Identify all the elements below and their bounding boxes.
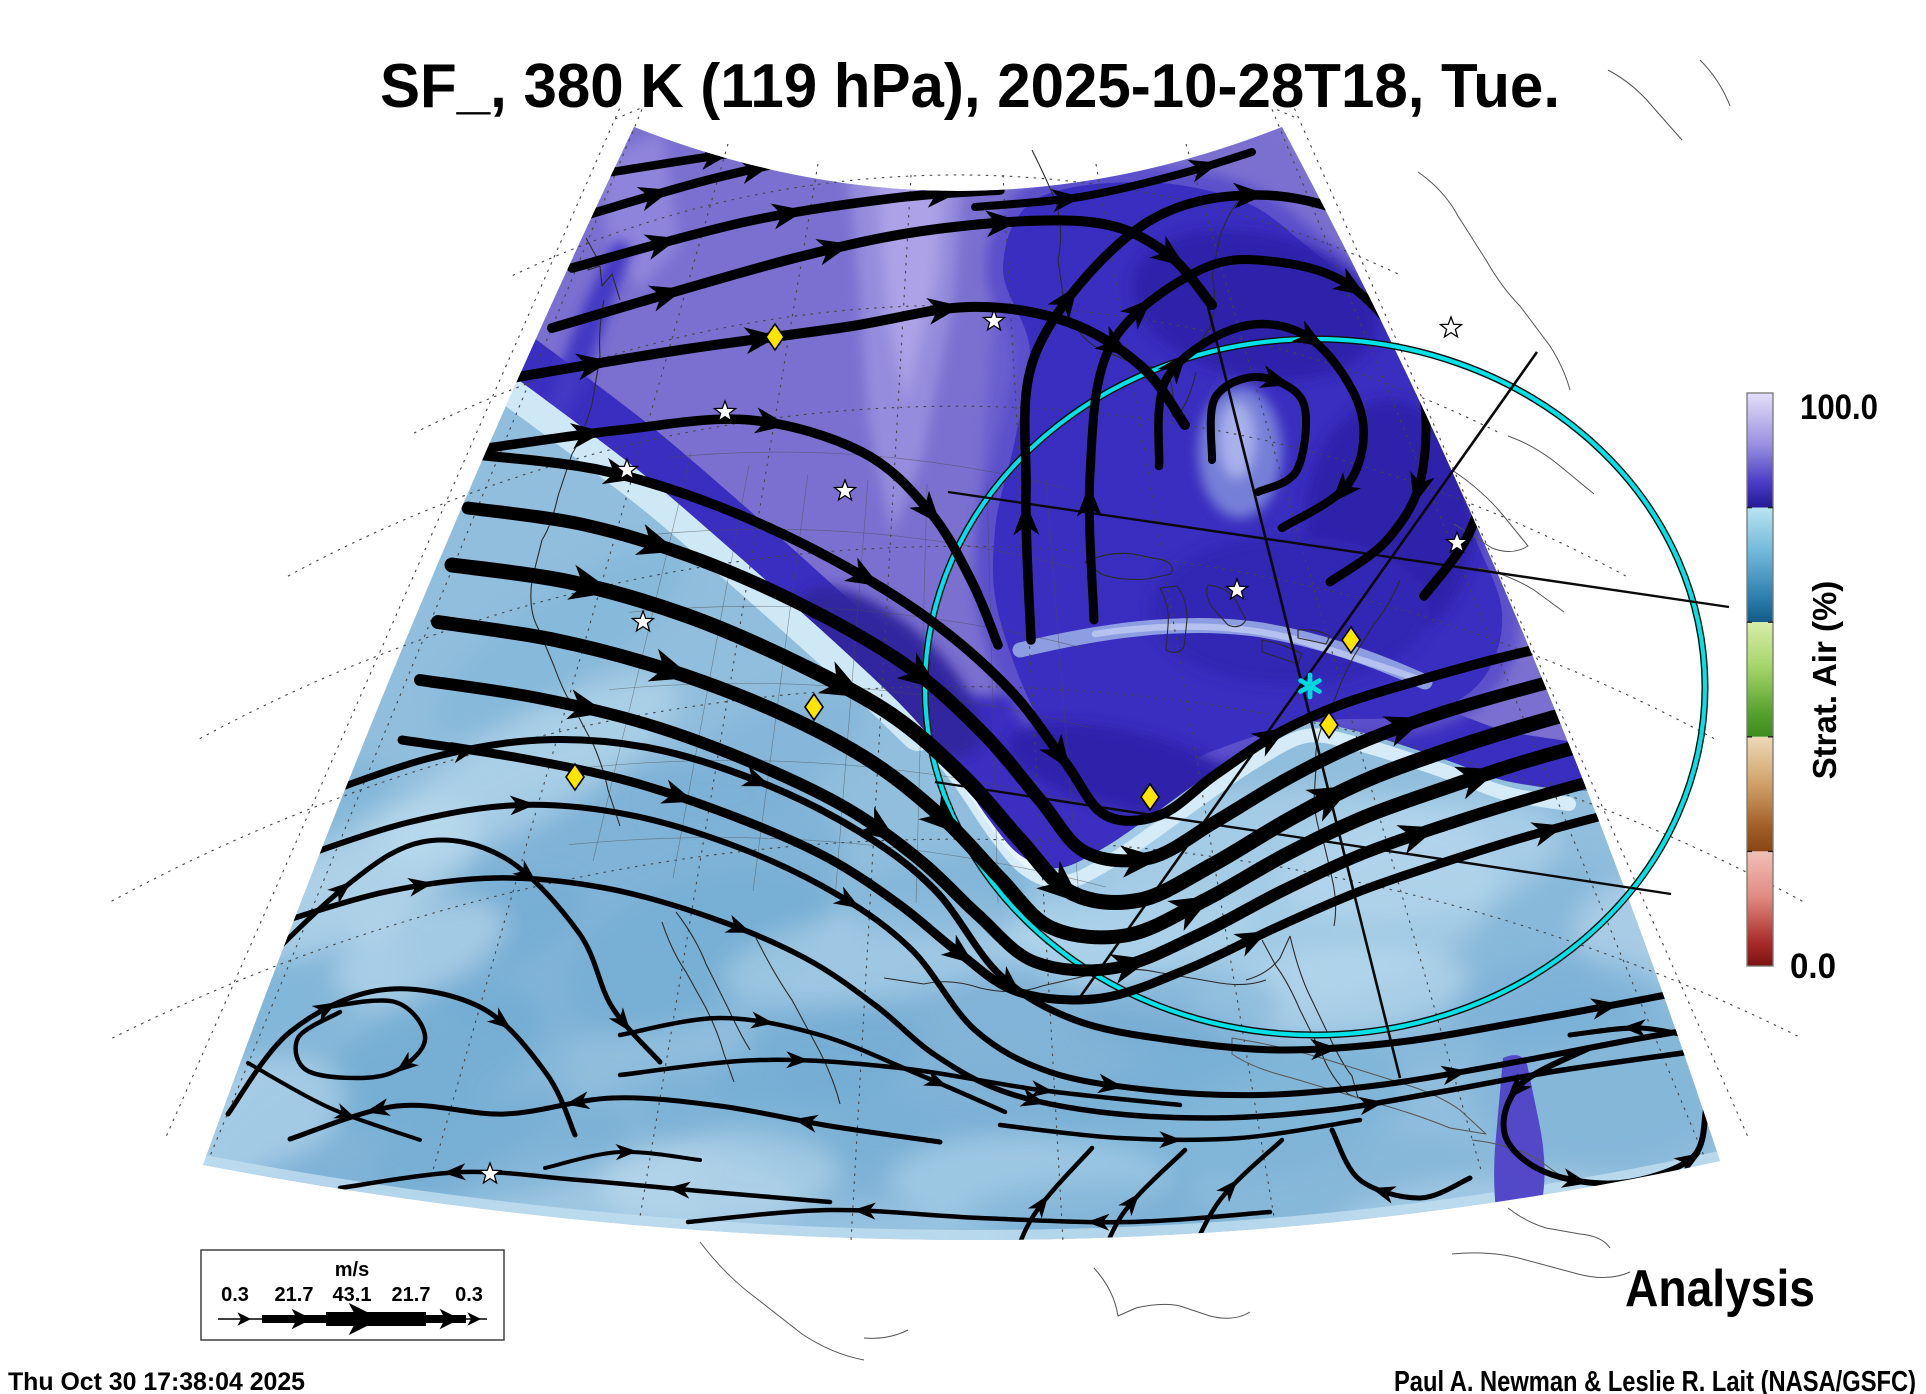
- svg-text:m/s: m/s: [335, 1259, 369, 1281]
- svg-text:0.0: 0.0: [1790, 947, 1836, 986]
- svg-text:SF_, 380 K (119 hPa), 2025-10-: SF_, 380 K (119 hPa), 2025-10-28T18, Tue…: [380, 52, 1560, 121]
- svg-text:0.3: 0.3: [455, 1284, 483, 1306]
- svg-text:100.0: 100.0: [1800, 388, 1878, 427]
- svg-text:Strat. Air (%): Strat. Air (%): [1806, 581, 1843, 780]
- svg-text:21.7: 21.7: [392, 1284, 431, 1306]
- svg-text:Thu Oct 30 17:38:04 2025: Thu Oct 30 17:38:04 2025: [8, 1368, 305, 1394]
- svg-text:43.1: 43.1: [333, 1284, 372, 1306]
- svg-text:Analysis: Analysis: [1625, 1260, 1815, 1318]
- svg-text:Paul A. Newman & Leslie R. Lai: Paul A. Newman & Leslie R. Lait (NASA/GS…: [1394, 1366, 1916, 1394]
- svg-text:21.7: 21.7: [275, 1284, 314, 1306]
- svg-text:0.3: 0.3: [221, 1284, 249, 1306]
